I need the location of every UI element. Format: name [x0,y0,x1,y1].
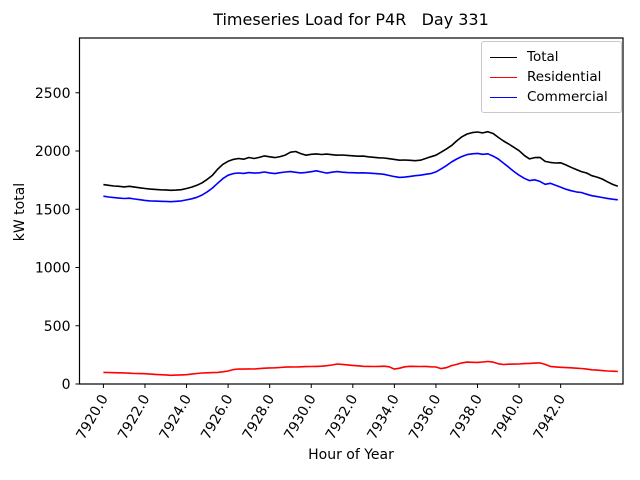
x-tick-label: 7926.0 [198,392,236,442]
y-tick-label: 0 [62,377,71,393]
y-tick-label: 2000 [35,144,71,160]
chart-title: Timeseries Load for P4R Day 331 [213,10,489,29]
x-tick-label: 7922.0 [115,392,153,442]
legend-item-residential: Residential [490,67,613,87]
x-tick-label: 7942.0 [531,392,569,442]
legend-line-swatch-total [490,56,517,58]
legend: Total Residential Commercial [481,41,622,113]
x-tick-label: 7936.0 [406,392,444,442]
x-tick-label: 7924.0 [157,392,195,442]
y-tick-label: 500 [44,319,71,335]
legend-line-swatch-commercial [490,96,517,98]
x-tick-label: 7940.0 [489,392,527,442]
x-tick-label: 7930.0 [281,392,319,442]
series-line-residential [103,360,618,377]
x-tick-label: 7938.0 [448,392,486,442]
y-tick-label: 1500 [35,202,71,218]
legend-item-total: Total [490,47,613,67]
legend-label-commercial: Commercial [527,89,608,105]
series-line-total [103,130,619,192]
x-tick-label: 7934.0 [364,392,402,442]
legend-line-swatch-residential [490,76,517,78]
legend-item-commercial: Commercial [490,87,613,107]
y-tick-label: 2500 [35,86,71,102]
x-tick-label: 7920.0 [74,392,112,442]
x-axis-label: Hour of Year [308,447,394,463]
x-tick-label: 7928.0 [240,392,278,442]
axes-spines [78,37,624,385]
legend-label-total: Total [527,49,559,65]
legend-label-residential: Residential [527,69,602,85]
y-axis-label: kW total [12,182,28,242]
x-tick-label: 7932.0 [323,392,361,442]
y-tick-label: 1000 [35,261,71,277]
series-line-commercial [103,152,618,203]
